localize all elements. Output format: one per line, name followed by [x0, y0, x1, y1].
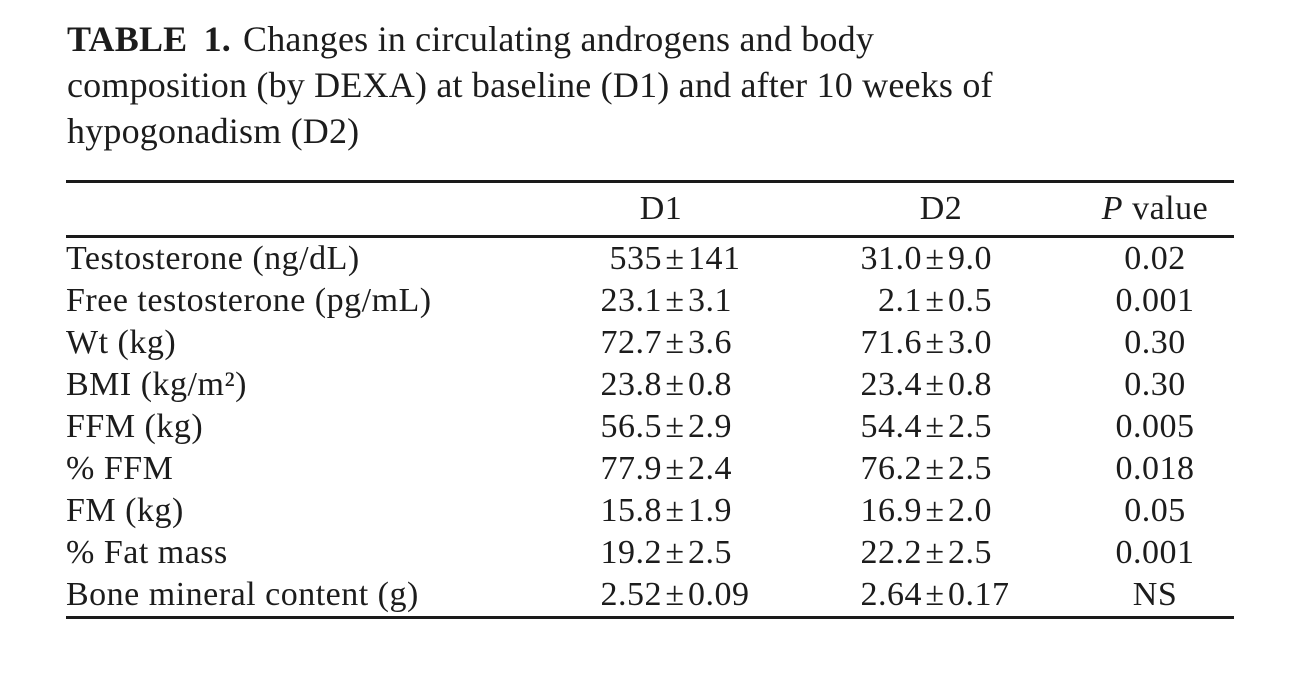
d2-plus-minus: ±: [925, 324, 945, 361]
table-row: FFM (kg) 56.5 ± 2.9 54.4 ± 2.5 0.005: [66, 406, 1234, 448]
row-label: FFM (kg): [66, 408, 204, 445]
d2-sd: 2.5: [948, 408, 992, 445]
row-label: % Fat mass: [66, 534, 228, 571]
p-value: 0.005: [1115, 408, 1195, 445]
d1-sd: 1.9: [688, 492, 732, 529]
d2-plus-minus: ±: [925, 534, 945, 571]
row-label: Bone mineral content (g): [66, 576, 419, 613]
d1-mean: 77.9: [600, 450, 662, 487]
d1-plus-minus: ±: [665, 240, 685, 277]
table-row: BMI (kg/m²) 23.8 ± 0.8 23.4 ± 0.8 0.30: [66, 364, 1234, 406]
header-p-value: P value: [1076, 190, 1234, 228]
d1-plus-minus: ±: [665, 324, 685, 361]
p-value: 0.30: [1124, 324, 1186, 361]
caption-line-2: composition (by DEXA) at baseline (D1) a…: [67, 65, 993, 105]
table-row: % FFM 77.9 ± 2.4 76.2 ± 2.5 0.018: [66, 448, 1234, 490]
p-value: 0.001: [1115, 282, 1195, 319]
d1-plus-minus: ±: [665, 534, 685, 571]
d1-sd: 3.1: [688, 282, 732, 319]
table-row: Wt (kg) 72.7 ± 3.6 71.6 ± 3.0 0.30: [66, 322, 1234, 364]
d1-sd: 0.8: [688, 366, 732, 403]
d2-mean: 71.6: [860, 324, 922, 361]
d2-mean: 22.2: [860, 534, 922, 571]
d2-sd: 0.8: [948, 366, 992, 403]
d1-sd: 0.09: [688, 576, 750, 613]
d1-mean: 23.8: [600, 366, 662, 403]
d1-mean: 56.5: [600, 408, 662, 445]
d2-mean: 31.0: [860, 240, 922, 277]
d1-plus-minus: ±: [665, 282, 685, 319]
d1-plus-minus: ±: [665, 366, 685, 403]
d2-sd: 0.5: [948, 282, 992, 319]
d2-plus-minus: ±: [925, 450, 945, 487]
d1-plus-minus: ±: [665, 408, 685, 445]
table-row: % Fat mass 19.2 ± 2.5 22.2 ± 2.5 0.001: [66, 532, 1234, 574]
table-row: FM (kg) 15.8 ± 1.9 16.9 ± 2.0 0.05: [66, 490, 1234, 532]
d1-plus-minus: ±: [665, 576, 685, 613]
p-value: NS: [1132, 576, 1178, 613]
p-value: 0.05: [1124, 492, 1186, 529]
d2-plus-minus: ±: [925, 240, 945, 277]
d2-mean: 76.2: [860, 450, 922, 487]
d2-plus-minus: ±: [925, 408, 945, 445]
row-label: Wt (kg): [66, 324, 177, 361]
row-label: Free testosterone (pg/mL): [66, 282, 432, 319]
table-row: Free testosterone (pg/mL) 23.1 ± 3.1 2.1…: [66, 280, 1234, 322]
header-d2: D2: [919, 190, 963, 227]
d2-plus-minus: ±: [925, 492, 945, 529]
d2-sd: 9.0: [948, 240, 992, 277]
p-value: 0.001: [1115, 534, 1195, 571]
d2-mean: 54.4: [860, 408, 922, 445]
d1-mean: 72.7: [600, 324, 662, 361]
table-row: Bone mineral content (g) 2.52 ± 0.09 2.6…: [66, 574, 1234, 616]
d2-mean: 2.64: [860, 576, 922, 613]
d2-sd: 2.5: [948, 534, 992, 571]
d1-sd: 2.9: [688, 408, 732, 445]
row-label: FM (kg): [66, 492, 184, 529]
d2-mean: 16.9: [860, 492, 922, 529]
table-header-row: D1 D2 P value: [66, 183, 1234, 238]
d2-sd: 3.0: [948, 324, 992, 361]
d1-mean: 19.2: [600, 534, 662, 571]
row-label: Testosterone (ng/dL): [66, 240, 360, 277]
row-label: % FFM: [66, 450, 174, 487]
p-value: 0.02: [1124, 240, 1186, 277]
d1-mean: 535: [609, 240, 662, 277]
d2-sd: 0.17: [948, 576, 1010, 613]
d2-plus-minus: ±: [925, 366, 945, 403]
d1-mean: 2.52: [600, 576, 662, 613]
d2-mean: 2.1: [878, 282, 922, 319]
table-row: Testosterone (ng/dL) 535 ± 141 31.0 ± 9.…: [66, 238, 1234, 280]
d2-plus-minus: ±: [925, 576, 945, 613]
d1-sd: 2.5: [688, 534, 732, 571]
row-label: BMI (kg/m²): [66, 366, 247, 403]
p-rest: value: [1132, 190, 1209, 227]
table-caption: TABLE 1. Changes in circulating androgens…: [67, 16, 1187, 154]
caption-line-3: hypogonadism (D2): [67, 111, 360, 151]
d1-plus-minus: ±: [665, 450, 685, 487]
p-italic: P: [1101, 190, 1124, 227]
d2-sd: 2.0: [948, 492, 992, 529]
table-number-label: TABLE 1.: [67, 19, 231, 59]
data-table: D1 D2 P value Testosterone (ng/dL) 535 ±…: [66, 180, 1234, 619]
p-value: 0.018: [1115, 450, 1195, 487]
d1-sd: 141: [688, 240, 741, 277]
p-value: 0.30: [1124, 366, 1186, 403]
header-d1: D1: [639, 190, 683, 227]
caption-line-1: TABLE 1. Changes in circulating androgens…: [67, 16, 1187, 62]
caption-text-1: Changes in circulating androgens and bod…: [242, 19, 875, 59]
d1-mean: 23.1: [600, 282, 662, 319]
d1-mean: 15.8: [600, 492, 662, 529]
d2-mean: 23.4: [860, 366, 922, 403]
d2-sd: 2.5: [948, 450, 992, 487]
d1-sd: 2.4: [688, 450, 732, 487]
table-body: Testosterone (ng/dL) 535 ± 141 31.0 ± 9.…: [66, 238, 1234, 616]
d1-plus-minus: ±: [665, 492, 685, 529]
d2-plus-minus: ±: [925, 282, 945, 319]
d1-sd: 3.6: [688, 324, 732, 361]
